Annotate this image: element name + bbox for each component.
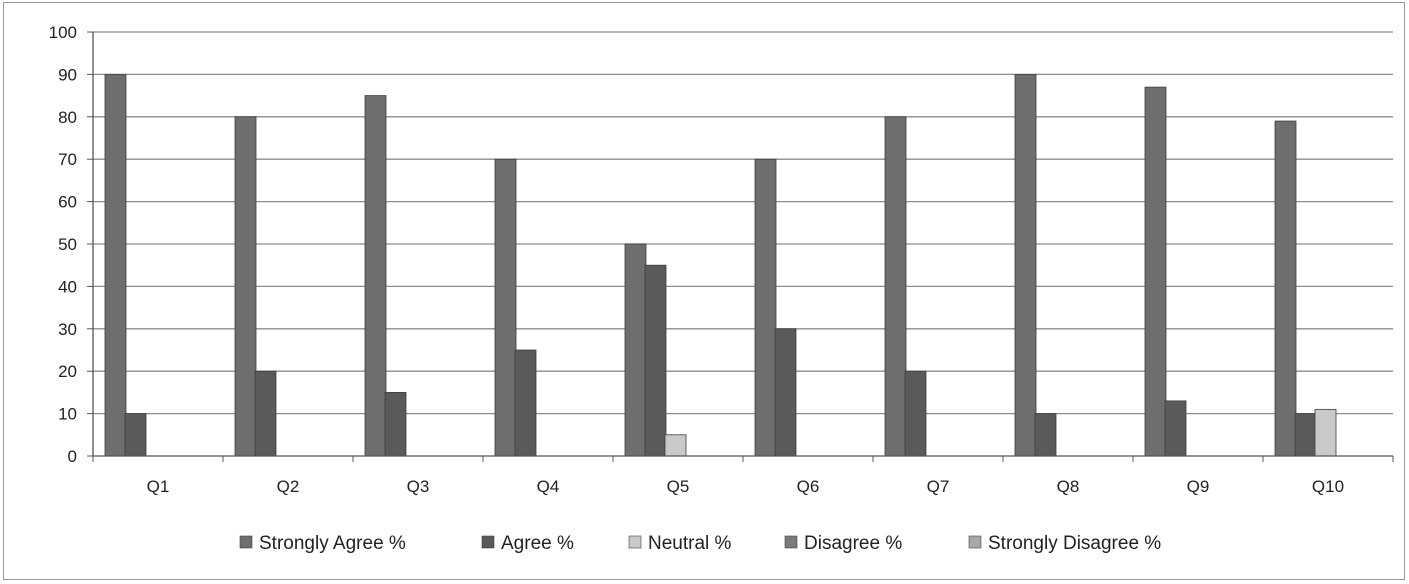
bar-q2-series-0 [234, 116, 257, 457]
y-tick-label: 50 [58, 235, 77, 254]
y-tick-label: 100 [49, 23, 77, 42]
grid-layer [93, 31, 1393, 415]
legend-label-0: Strongly Agree % [259, 533, 406, 554]
bars-layer [104, 74, 1337, 457]
legend-label-2: Neutral % [648, 533, 732, 554]
x-tick-label: Q8 [1057, 477, 1080, 496]
bar-q9-series-1 [1164, 400, 1187, 457]
x-tick-label: Q5 [667, 477, 690, 496]
y-tick-label: 80 [58, 108, 77, 127]
y-tick-label: 0 [68, 447, 77, 466]
y-tick-label: 40 [58, 277, 77, 296]
bar-q8-series-0 [1014, 74, 1037, 457]
legend-swatch-0 [239, 535, 253, 549]
y-tick-label: 10 [58, 405, 77, 424]
bar-q8-series-1 [1034, 413, 1057, 457]
bar-q10-series-2 [1314, 408, 1337, 457]
legend-label-1: Agree % [501, 533, 574, 554]
legend: Strongly Agree % Agree % Neutral % Disagree… [239, 533, 1161, 554]
x-tick-label: Q7 [927, 477, 950, 496]
bar-q6-series-1 [774, 328, 797, 457]
bar-q4-series-1 [514, 349, 537, 457]
bar-q6-series-0 [754, 158, 777, 457]
bar-q4-series-0 [494, 158, 517, 457]
bar-q5-series-1 [644, 264, 667, 457]
legend-swatch-2 [628, 535, 642, 549]
bar-q5-series-2 [664, 434, 687, 457]
x-tick-label: Q6 [797, 477, 820, 496]
legend-swatch-1 [481, 535, 495, 549]
bar-q3-series-1 [384, 391, 407, 457]
y-tick-label: 60 [58, 193, 77, 212]
bar-q5-series-0 [624, 243, 647, 457]
x-tick-label: Q1 [147, 477, 170, 496]
bar-q7-series-0 [884, 116, 907, 457]
axis-layer: 0 10 20 30 40 50 60 70 80 90 100 Q1 Q2 Q3 Q4 Q5 Q6 Q7 Q8 Q9… [49, 23, 1394, 496]
x-tick-label: Q3 [407, 477, 430, 496]
legend-swatch-4 [968, 535, 982, 549]
bar-q10-series-0 [1274, 120, 1297, 457]
x-tick-label: Q4 [537, 477, 560, 496]
y-tick-label: 70 [58, 150, 77, 169]
bar-q3-series-0 [364, 95, 387, 457]
x-tick-label: Q10 [1312, 477, 1344, 496]
x-tick-label: Q9 [1187, 477, 1210, 496]
y-tick-label: 30 [58, 320, 77, 339]
y-tick-label: 20 [58, 362, 77, 381]
y-tick-label: 90 [58, 65, 77, 84]
bar-q1-series-1 [124, 413, 147, 457]
legend-label-3: Disagree % [804, 533, 902, 554]
legend-label-4: Strongly Disagree % [988, 533, 1161, 554]
bar-q9-series-0 [1144, 86, 1167, 457]
legend-swatch-3 [784, 535, 798, 549]
bar-q1-series-0 [104, 74, 127, 457]
bar-q10-series-1 [1294, 413, 1317, 457]
bar-q7-series-1 [904, 370, 927, 457]
bar-q2-series-1 [254, 370, 277, 457]
x-tick-label: Q2 [277, 477, 300, 496]
